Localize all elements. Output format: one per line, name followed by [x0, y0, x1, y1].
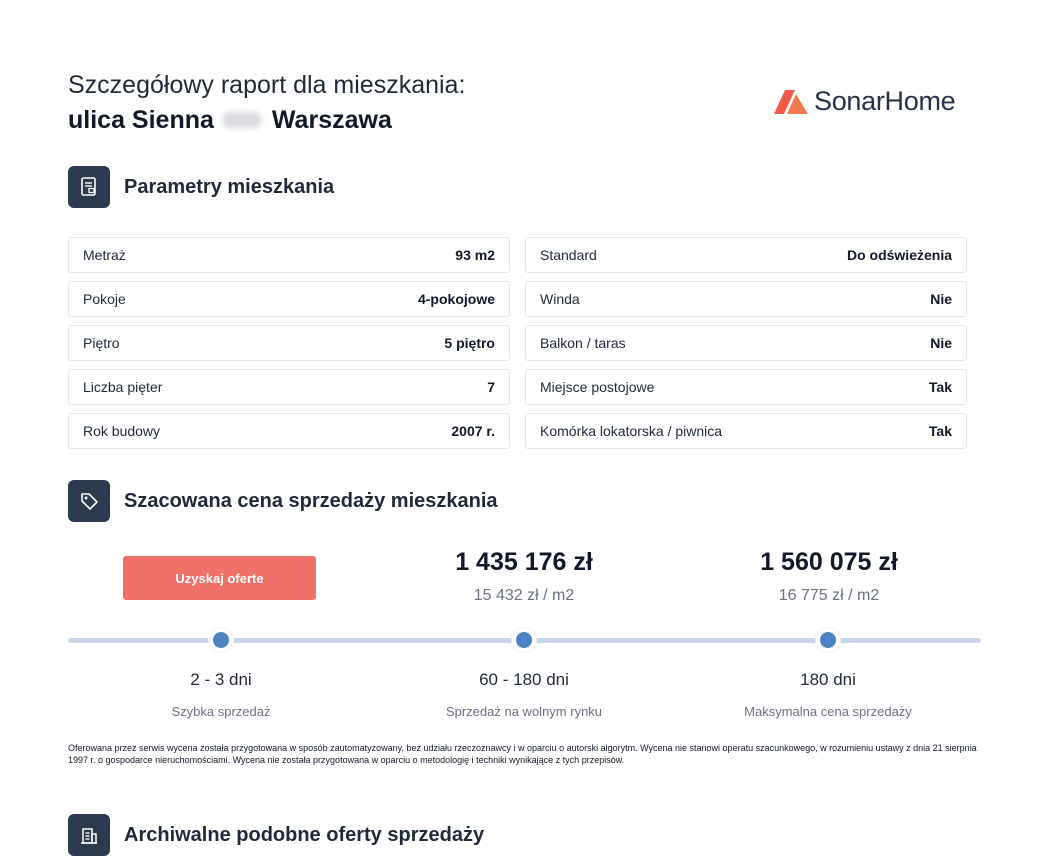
- param-row: Komórka lokatorska / piwnica Tak: [525, 413, 967, 449]
- track-point-max: [816, 628, 840, 652]
- step-max: 180 dni Maksymalna cena sprzedaży: [698, 670, 958, 719]
- section-archive-header: Archiwalne podobne oferty sprzedaży: [68, 814, 484, 856]
- track-point-market: [512, 628, 536, 652]
- valuation-disclaimer: Oferowana przez serwis wycena została pr…: [68, 743, 977, 765]
- step-fast: 2 - 3 dni Szybka sprzedaż: [91, 670, 351, 719]
- param-value: Tak: [928, 379, 952, 395]
- logo-mark-icon: [774, 89, 808, 114]
- step-market: 60 - 180 dni Sprzedaż na wolnym rynku: [394, 670, 654, 719]
- track-point-fast: [209, 628, 233, 652]
- param-label: Piętro: [83, 335, 120, 351]
- market-price-per-m2: 15 432 zł / m2: [473, 587, 575, 604]
- max-price-per-m2: 16 775 zł / m2: [778, 587, 880, 604]
- step-label: Maksymalna cena sprzedaży: [744, 704, 912, 719]
- param-value: Do odświeżenia: [846, 247, 952, 263]
- param-row: Balkon / taras Nie: [525, 325, 967, 361]
- get-offer-button[interactable]: Uzyskaj oferte: [123, 556, 316, 600]
- param-row: Piętro 5 piętro: [68, 325, 510, 361]
- param-row: Winda Nie: [525, 281, 967, 317]
- logo-text: SonarHome: [814, 86, 956, 116]
- param-label: Liczba pięter: [83, 379, 163, 395]
- section-params-header: Parametry mieszkania: [68, 166, 334, 208]
- param-value: Tak: [928, 423, 952, 439]
- step-label: Szybka sprzedaż: [171, 704, 271, 719]
- param-label: Metraż: [83, 247, 126, 263]
- param-label: Winda: [540, 291, 580, 307]
- step-label: Sprzedaż na wolnym rynku: [445, 704, 603, 719]
- param-value: Nie: [930, 335, 952, 351]
- param-row: Metraż 93 m2: [68, 237, 510, 273]
- report-title: Szczegółowy raport dla mieszkania:: [68, 71, 466, 99]
- param-row: Pokoje 4-pokojowe: [68, 281, 510, 317]
- param-value: 4-pokojowe: [417, 291, 495, 307]
- param-label: Miejsce postojowe: [540, 379, 655, 395]
- address-city: Warszawa: [271, 106, 392, 134]
- price-tag-icon: [68, 480, 110, 522]
- param-row: Miejsce postojowe Tak: [525, 369, 967, 405]
- param-value: 7: [487, 379, 495, 395]
- max-price-total: 1 560 075 zł: [760, 548, 898, 576]
- step-days: 180 dni: [800, 670, 856, 689]
- param-value: 2007 r.: [451, 423, 495, 439]
- sonarhome-logo: SonarHome: [774, 86, 956, 117]
- param-row: Standard Do odświeżenia: [525, 237, 967, 273]
- market-price: 1 435 176 zł 15 432 zł / m2: [394, 548, 654, 605]
- report-address: ulica Sienna Warszawa: [68, 104, 392, 136]
- param-row: Liczba pięter 7: [68, 369, 510, 405]
- section-price-header: Szacowana cena sprzedaży mieszkania: [68, 480, 498, 522]
- param-value: Nie: [930, 291, 952, 307]
- param-value: 5 piętro: [444, 335, 495, 351]
- step-days: 2 - 3 dni: [190, 670, 252, 689]
- param-label: Rok budowy: [83, 423, 161, 439]
- max-price: 1 560 075 zł 16 775 zł / m2: [699, 548, 959, 605]
- param-label: Balkon / taras: [540, 335, 626, 351]
- param-label: Pokoje: [83, 291, 126, 307]
- redacted-house-number: [221, 112, 262, 128]
- section-params-title: Parametry mieszkania: [124, 175, 335, 198]
- param-value: 93 m2: [455, 247, 495, 263]
- building-icon: [68, 814, 110, 856]
- market-price-total: 1 435 176 zł: [455, 548, 593, 576]
- address-street: ulica Sienna: [68, 106, 214, 134]
- param-row: Rok budowy 2007 r.: [68, 413, 510, 449]
- params-grid: Metraż 93 m2 Standard Do odświeżenia Pokoj…: [68, 237, 967, 449]
- document-icon: [68, 166, 110, 208]
- step-days: 60 - 180 dni: [479, 670, 569, 689]
- section-archive-title: Archiwalne podobne oferty sprzedaży: [124, 823, 485, 846]
- param-label: Komórka lokatorska / piwnica: [540, 423, 723, 439]
- param-label: Standard: [540, 247, 597, 263]
- section-price-title: Szacowana cena sprzedaży mieszkania: [124, 489, 498, 512]
